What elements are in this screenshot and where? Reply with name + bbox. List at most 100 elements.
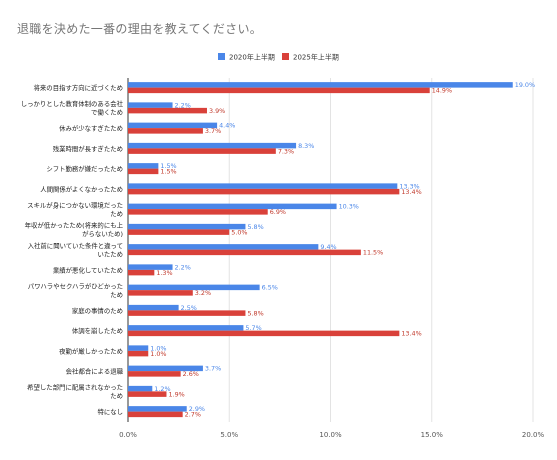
data-label: 3.7% [205, 127, 221, 135]
data-label: 3.7% [205, 365, 221, 373]
bar-series-2 [128, 371, 181, 377]
bar-series-1 [128, 345, 149, 351]
data-label: 3.2% [195, 289, 211, 297]
category-label: 業績が悪化していたため [53, 265, 123, 274]
data-label: 1.3% [156, 269, 172, 277]
data-label: 9.4% [320, 243, 336, 251]
category-label: 体調を崩したため [72, 326, 123, 335]
category-label: シフト勤務が嫌だったため [46, 164, 123, 173]
bar-series-1 [128, 223, 246, 230]
category-label: 会社都合による退職 [66, 367, 124, 376]
data-label: 2.7% [185, 411, 201, 419]
category-label: いたため [97, 250, 123, 258]
bar-series-1 [128, 385, 153, 392]
data-label: 2.6% [183, 370, 199, 378]
bar-series-1 [128, 264, 173, 270]
x-tick-label: 0.0% [119, 431, 137, 439]
data-label: 13.3% [399, 182, 419, 190]
category-label: 人間関係がよくなかったため [40, 184, 123, 193]
data-label: 4.4% [219, 122, 235, 130]
bar-series-2 [128, 391, 167, 397]
category-label: 休みが少なすぎたため [59, 124, 123, 133]
category-label: 入社前に聞いていた条件と違って [28, 241, 123, 250]
bar-series-1 [128, 163, 159, 169]
category-label: 年収が低かったため(将来的にも上 [25, 221, 124, 230]
data-label: 5.0% [231, 228, 247, 236]
category-label: 希望した部門に配属されなかった [27, 383, 123, 392]
category-label: スキルが身につかない環境だった [27, 200, 123, 209]
bar-series-1 [128, 203, 337, 210]
bar-series-1 [128, 102, 173, 108]
data-label: 1.2% [154, 385, 170, 393]
data-label: 2.9% [189, 405, 205, 413]
data-label: 8.3% [298, 142, 314, 150]
category-label: 夜勤が厳しかったため [59, 346, 123, 355]
bar-series-1 [128, 304, 179, 311]
bar-series-2 [128, 168, 159, 175]
data-label: 13.4% [401, 330, 421, 338]
chart-title: 退職を決めた一番の理由を教えてください。 [17, 22, 263, 36]
bar-series-2 [128, 107, 207, 114]
data-label: 5.8% [247, 223, 263, 231]
bar-series-1 [128, 82, 513, 88]
data-label: 1.5% [160, 168, 176, 176]
bar-series-2 [128, 87, 430, 94]
bar-series-2 [128, 209, 268, 215]
category-label: 将来の目指す方向に近づくため [34, 83, 123, 92]
data-label: 1.0% [150, 350, 166, 358]
bar-series-2 [128, 148, 276, 154]
bar-series-1 [128, 142, 297, 149]
data-label: 10.3% [339, 203, 359, 211]
category-label: 特になし [97, 407, 123, 416]
bar-series-1 [128, 406, 187, 412]
data-label: 3.9% [209, 107, 225, 115]
data-label: 1.9% [168, 390, 184, 398]
category-label: しっかりとした教育体制のある会社 [21, 99, 124, 108]
x-tick-label: 5.0% [220, 431, 238, 439]
legend-label: 2020年上半期 [229, 53, 275, 62]
bar-series-2 [128, 249, 361, 256]
data-label: 1.0% [150, 344, 166, 352]
bar-series-1 [128, 365, 203, 372]
legend-swatch [282, 53, 289, 60]
category-label: パワハラやセクハラがひどかった [28, 281, 123, 290]
data-label: 7.3% [278, 147, 294, 155]
category-label: 残業時間が長すぎたため [53, 144, 123, 153]
data-label: 6.5% [262, 284, 278, 292]
bar-series-2 [128, 350, 149, 357]
category-label: がらないため) [82, 229, 123, 238]
bar-series-2 [128, 188, 400, 195]
data-label: 6.9% [270, 208, 286, 216]
data-label: 2.2% [175, 263, 191, 271]
data-label: 2.5% [181, 304, 197, 312]
legend-swatch [218, 53, 225, 60]
bar-series-1 [128, 325, 244, 331]
x-tick-label: 10.0% [319, 431, 342, 439]
data-label: 19.0% [515, 81, 535, 89]
data-label: 1.5% [160, 162, 176, 170]
data-label: 13.4% [401, 188, 421, 196]
data-label: 5.8% [247, 309, 263, 317]
bar-series-2 [128, 229, 230, 235]
category-label: 家庭の事情のため [72, 306, 123, 315]
bar-series-2 [128, 330, 400, 337]
data-label: 11.5% [363, 249, 383, 257]
bar-series-2 [128, 290, 193, 296]
bar-series-2 [128, 269, 155, 276]
data-label: 14.9% [432, 87, 452, 95]
legend-label: 2025年上半期 [293, 53, 339, 62]
data-label: 5.7% [245, 324, 261, 332]
category-label: ため [110, 291, 123, 299]
x-tick-label: 20.0% [522, 431, 545, 439]
category-label: ため [110, 392, 123, 400]
bar-series-2 [128, 310, 246, 316]
data-label: 2.2% [175, 101, 191, 109]
bar-series-1 [128, 183, 398, 189]
bar-series-1 [128, 122, 218, 129]
bar-series-1 [128, 244, 319, 250]
category-label: ため [110, 210, 123, 218]
bar-series-1 [128, 284, 260, 291]
x-tick-label: 15.0% [421, 431, 444, 439]
